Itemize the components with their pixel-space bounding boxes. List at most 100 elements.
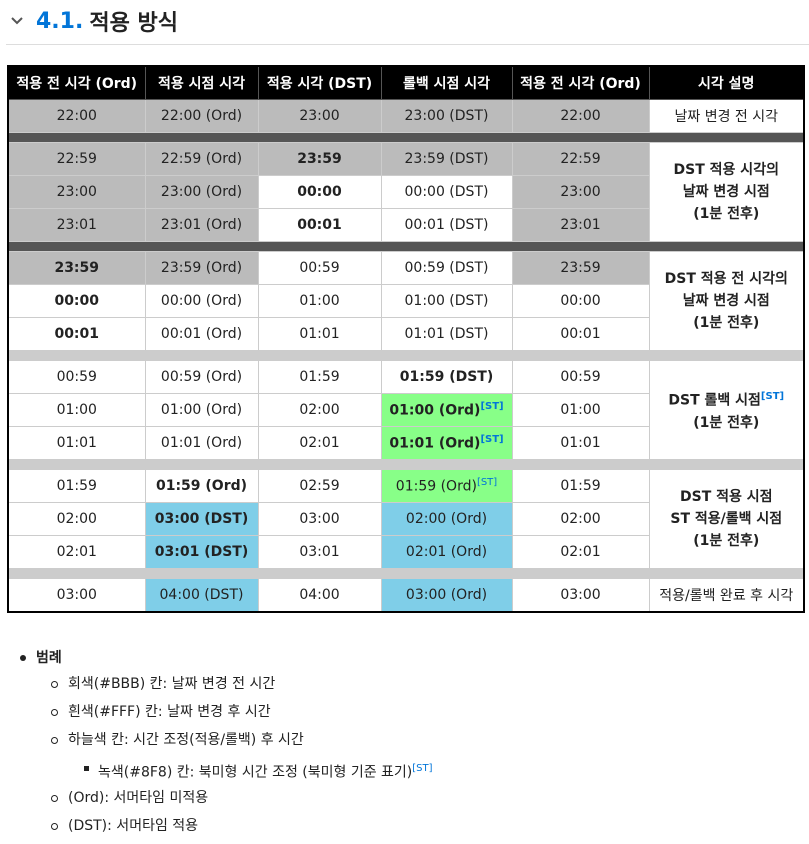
group-description: DST 롤백 시점[ST] (1분 전후) (648, 360, 805, 460)
table-cell: 03:00 (Ord) (380, 578, 513, 613)
table-row: 01:00 01:00 (Ord) 02:00 01:00 (Ord)[ST] … (7, 393, 804, 427)
column-header: 적용 전 시각 (Ord) (7, 65, 146, 100)
table-cell: 22:59 (511, 142, 650, 176)
table-cell: 00:59 (7, 360, 146, 394)
chevron-down-icon[interactable] (10, 14, 24, 28)
table-cell: 02:00 (7, 502, 146, 536)
section-title: 적용 방식 (89, 11, 178, 36)
table-row: 00:00 00:00 (Ord) 01:00 01:00 (DST) 00:0… (7, 284, 804, 318)
table-cell: 23:59 (Ord) (144, 251, 259, 285)
column-header: 롤백 시점 시각 (380, 65, 513, 100)
st-footnote-link[interactable]: [ST] (412, 763, 433, 774)
table-cell: 01:00 (Ord)[ST] (380, 393, 513, 427)
legend-item-text: (DST): 서머타임 적용 (68, 818, 199, 834)
table-cell: 23:59 (257, 142, 382, 176)
table-cell: 00:00 (511, 284, 650, 318)
legend-item-text: (Ord): 서머타임 미적용 (68, 790, 209, 806)
table-cell: 02:59 (257, 469, 382, 503)
st-footnote-link[interactable]: [ST] (480, 434, 504, 446)
legend-item: 흰색(#FFF) 칸: 날짜 변경 후 시간 (16, 698, 433, 726)
table-cell: 23:00 (257, 99, 382, 133)
table-cell: 02:00 (Ord) (380, 502, 513, 536)
table-cell: 01:00 (257, 284, 382, 318)
table-cell: 23:00 (7, 175, 146, 209)
table-cell: 03:00 (257, 502, 382, 536)
table-row: 23:00 23:00 (Ord) 00:00 00:00 (DST) 23:0… (7, 175, 804, 209)
table-row: 22:00 22:00 (Ord) 23:00 23:00 (DST) 22:0… (7, 99, 805, 133)
table-cell: 02:01 (7, 535, 146, 569)
desc-line: (1분 전후) (693, 315, 760, 331)
separator-row (8, 568, 804, 579)
legend-item: 회색(#BBB) 칸: 날짜 변경 전 시간 (16, 670, 433, 698)
desc-line: (1분 전후) (693, 206, 760, 222)
separator-row (8, 350, 804, 361)
group-description: DST 적용 시점 ST 적용/롤백 시점 (1분 전후) (648, 469, 805, 569)
table-cell: 23:01 (Ord) (144, 208, 259, 242)
legend: 범례 회색(#BBB) 칸: 날짜 변경 전 시간 흰색(#FFF) 칸: 날짜… (16, 646, 433, 840)
desc-line: DST 적용 시점 (679, 489, 773, 505)
table-cell: 01:01 (Ord) (144, 426, 259, 460)
legend-item: 하늘색 칸: 시간 조정(적용/롤백) 후 시간 (16, 726, 433, 754)
table-cell: 23:01 (511, 208, 650, 242)
table-cell: 23:01 (7, 208, 146, 242)
table-cell: 01:00 (511, 393, 650, 427)
st-footnote-link[interactable]: [ST] (480, 401, 504, 413)
table-cell: 01:59 (DST) (380, 360, 513, 394)
separator (8, 568, 804, 579)
table-row: 03:00 04:00 (DST) 04:00 03:00 (Ord) 03:0… (7, 578, 805, 613)
separator (8, 241, 804, 252)
separator-row (8, 241, 804, 252)
table-row: 23:59 23:59 (Ord) 00:59 00:59 (DST) 23:5… (7, 251, 805, 351)
table-cell: 00:01 (Ord) (144, 317, 259, 351)
desc-line: 날짜 변경 시점 (682, 293, 770, 309)
legend-item-text: 흰색(#FFF) 칸: 날짜 변경 후 시간 (68, 704, 271, 720)
separator (8, 132, 804, 143)
desc-line: ST 적용/롤백 시점 (670, 511, 783, 527)
table-row: 01:59 01:59 (Ord) 02:59 01:59 (Ord)[ST] … (7, 469, 805, 569)
table-cell: 01:59 (7, 469, 146, 503)
legend-item-text: 회색(#BBB) 칸: 날짜 변경 전 시간 (68, 676, 276, 692)
heading-divider (6, 44, 809, 45)
desc-line: (1분 전후) (693, 533, 760, 549)
separator (8, 459, 804, 470)
table-cell: 00:00 (Ord) (144, 284, 259, 318)
desc-line: DST 적용 시각의 (673, 162, 779, 178)
table-cell: 22:00 (Ord) (144, 99, 259, 133)
separator (8, 350, 804, 361)
table-row: 00:59 00:59 (Ord) 01:59 01:59 (DST) 00:5… (7, 360, 805, 460)
table-cell: 00:59 (DST) (380, 251, 513, 285)
table-cell: 22:00 (7, 99, 146, 133)
group-description: DST 적용 전 시각의 날짜 변경 시점 (1분 전후) (648, 251, 805, 351)
desc-line: (1분 전후) (693, 414, 760, 431)
table-cell: 02:01 (511, 535, 650, 569)
table-cell: 01:01 (Ord)[ST] (380, 426, 513, 460)
table-cell: 01:01 (7, 426, 146, 460)
table-row: 00:01 00:01 (Ord) 01:01 01:01 (DST) 00:0… (7, 317, 804, 351)
section-heading[interactable]: 4.1. 적용 방식 (10, 4, 809, 38)
cell-text: 01:00 (Ord) (389, 402, 481, 419)
table-cell: 01:01 (257, 317, 382, 351)
table-cell: 01:00 (Ord) (144, 393, 259, 427)
table-cell: 01:01 (DST) (380, 317, 513, 351)
table-cell: 00:59 (257, 251, 382, 285)
table-header-row: 적용 전 시각 (Ord) 적용 시점 시각 적용 시각 (DST) 롤백 시점… (7, 65, 805, 100)
table-cell: 01:00 (DST) (380, 284, 513, 318)
table-cell: 04:00 (257, 578, 382, 613)
table-cell: 01:59 (257, 360, 382, 394)
row-description: 날짜 변경 전 시각 (648, 99, 805, 133)
st-footnote-link[interactable]: [ST] (760, 391, 785, 403)
desc-line: 날짜 변경 시점 (682, 184, 770, 200)
table-cell: 00:01 (7, 317, 146, 351)
legend-title: 범례 (16, 646, 433, 670)
section-number: 4.1. (36, 8, 84, 34)
legend-item: (DST): 서머타임 적용 (16, 812, 433, 840)
st-footnote-link[interactable]: [ST] (476, 477, 498, 489)
table-cell: 00:00 (7, 284, 146, 318)
table-cell: 00:01 (257, 208, 382, 242)
table-cell: 02:00 (257, 393, 382, 427)
row-description: 적용/롤백 완료 후 시각 (648, 578, 805, 613)
table-cell: 01:59 (Ord)[ST] (380, 469, 513, 503)
separator-row (8, 459, 804, 470)
cell-text: 01:59 (Ord) (395, 478, 477, 495)
table-cell: 03:01 (DST) (144, 535, 259, 569)
